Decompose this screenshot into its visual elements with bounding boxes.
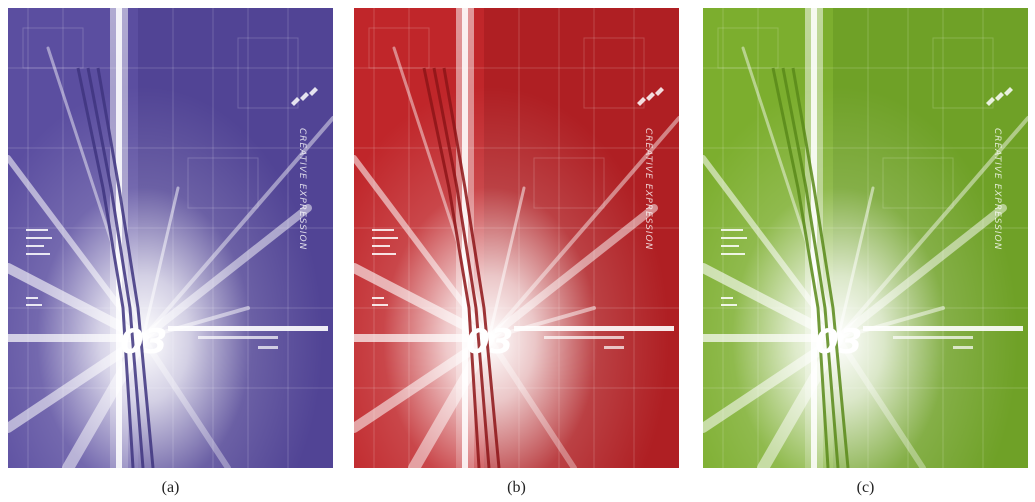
figure-panel-c: CREATIVE EXPRESSION 03 (c) [703,0,1033,502]
figure-caption-c: (c) [856,479,875,496]
artwork-c: CREATIVE EXPRESSION 03 [703,8,1028,468]
artwork-number-c: 03 [815,322,862,362]
artwork-number-b: 03 [466,322,513,362]
artwork-vertical-label-c: CREATIVE EXPRESSION [992,128,1002,250]
artwork-vertical-label-a: CREATIVE EXPRESSION [297,128,307,250]
figure-caption-b: (b) [507,479,526,496]
figure-image-a: CREATIVE EXPRESSION 03 [8,8,333,468]
artwork-vertical-label-b: CREATIVE EXPRESSION [643,128,653,250]
artwork-number-a: 03 [120,322,167,362]
figure-panel-a: CREATIVE EXPRESSION 03 (a) [8,0,338,502]
figure-caption-a: (a) [161,479,180,496]
artwork-a: CREATIVE EXPRESSION 03 [8,8,333,468]
artwork-b: CREATIVE EXPRESSION 03 [354,8,679,468]
figure-image-b: CREATIVE EXPRESSION 03 [354,8,679,468]
figure-panel-b: CREATIVE EXPRESSION 03 (b) [354,0,684,502]
figure-image-c: CREATIVE EXPRESSION 03 [703,8,1028,468]
